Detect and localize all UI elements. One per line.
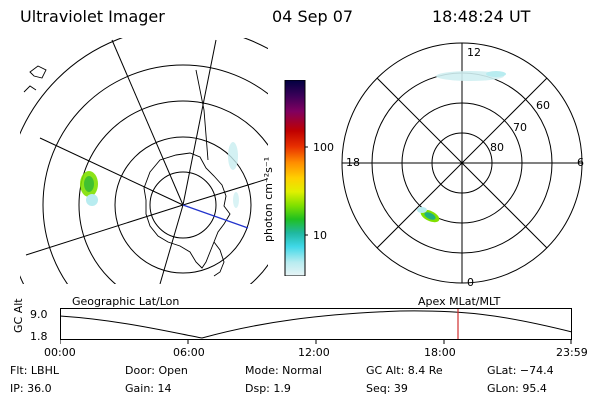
altitude-plot bbox=[60, 308, 573, 344]
time-tick-1800: 18:00 bbox=[424, 346, 456, 359]
time-tick-0000: 00:00 bbox=[44, 346, 76, 359]
polar-mlt-plot bbox=[341, 42, 583, 284]
door-info: Door: Open bbox=[125, 364, 188, 377]
altitude-ylabel: GC Alt bbox=[12, 298, 25, 333]
time-label: 18:48:24 UT bbox=[432, 7, 531, 26]
altitude-ytick-9: 9.0 bbox=[30, 308, 48, 321]
mlt-label-0: 0 bbox=[467, 276, 474, 289]
time-tick-2359: 23:59 bbox=[556, 346, 588, 359]
time-tick-0600: 06:00 bbox=[173, 346, 205, 359]
geographic-map bbox=[20, 38, 268, 284]
geographic-label: Geographic Lat/Lon bbox=[72, 295, 180, 308]
colorbar-tick-10: 10 bbox=[313, 229, 327, 242]
color-scale-bar bbox=[284, 80, 308, 276]
mlat-label-80: 80 bbox=[490, 141, 504, 154]
time-tick-1200: 12:00 bbox=[298, 346, 330, 359]
filter-info: Flt: LBHL bbox=[10, 364, 59, 377]
dsp-info: Dsp: 1.9 bbox=[245, 382, 291, 395]
mlat-label-60: 60 bbox=[536, 99, 550, 112]
mlat-label-70: 70 bbox=[513, 121, 527, 134]
instrument-title: Ultraviolet Imager bbox=[20, 7, 165, 26]
glat-info: GLat: −74.4 bbox=[487, 364, 554, 377]
mlt-label-12: 12 bbox=[467, 46, 481, 59]
seq-info: Seq: 39 bbox=[366, 382, 408, 395]
mode-info: Mode: Normal bbox=[245, 364, 322, 377]
altitude-ytick-1-8: 1.8 bbox=[30, 330, 48, 343]
colorbar-tick-100: 100 bbox=[313, 141, 334, 154]
date-label: 04 Sep 07 bbox=[272, 7, 354, 26]
glon-info: GLon: 95.4 bbox=[487, 382, 547, 395]
gain-info: Gain: 14 bbox=[125, 382, 172, 395]
mlt-label-6: 6 bbox=[577, 156, 584, 169]
colorbar-label: photon cm⁻²s⁻¹ bbox=[262, 156, 275, 242]
gc-alt-info: GC Alt: 8.4 Re bbox=[366, 364, 443, 377]
ip-info: IP: 36.0 bbox=[10, 382, 52, 395]
apex-label: Apex MLat/MLT bbox=[418, 295, 501, 308]
mlt-label-18: 18 bbox=[346, 156, 360, 169]
